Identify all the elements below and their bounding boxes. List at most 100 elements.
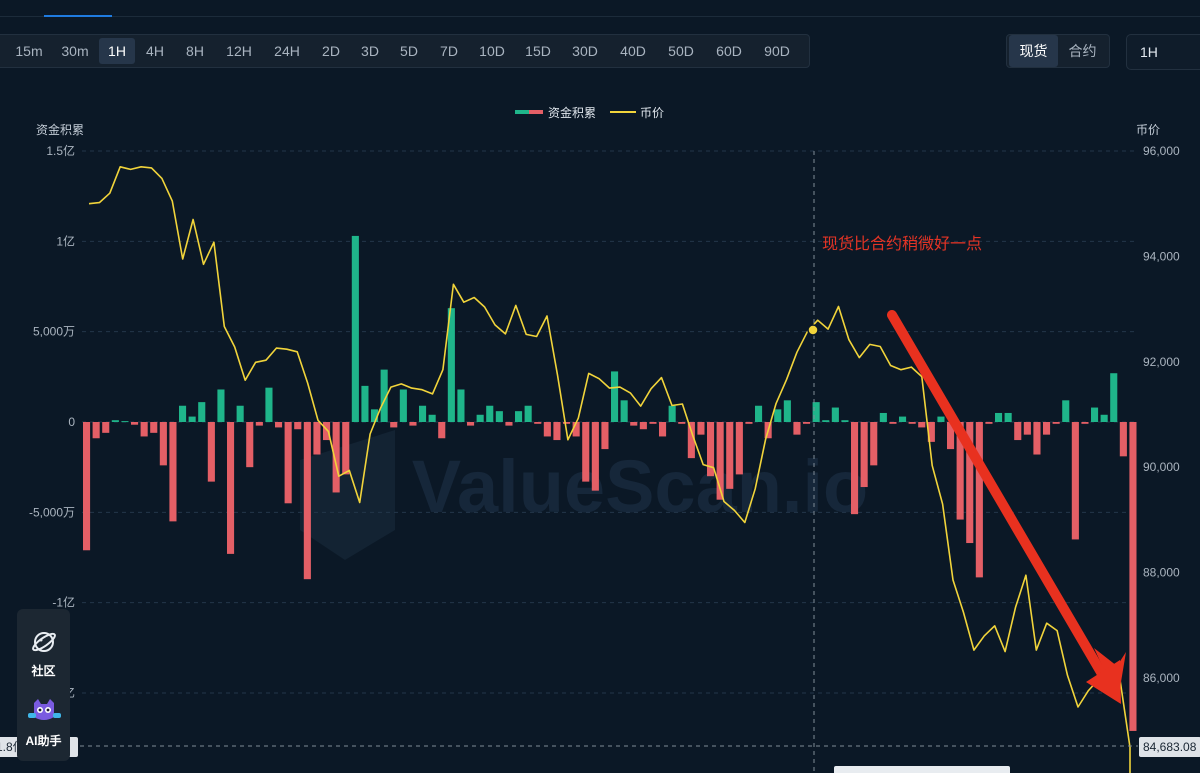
accumulation-bar bbox=[860, 422, 868, 488]
accumulation-bar bbox=[140, 422, 148, 437]
accumulation-bar bbox=[467, 422, 475, 426]
interval-12H[interactable]: 12H bbox=[226, 43, 252, 59]
interval-50D[interactable]: 50D bbox=[668, 43, 694, 59]
accumulation-bar bbox=[236, 405, 244, 422]
interval-30D[interactable]: 30D bbox=[572, 43, 598, 59]
accumulation-bar bbox=[966, 422, 974, 544]
accumulation-bar bbox=[716, 422, 724, 500]
accumulation-bar bbox=[217, 389, 225, 422]
accumulation-bar bbox=[1129, 422, 1137, 731]
top-divider bbox=[0, 16, 1200, 17]
ai-assistant-button[interactable]: AI助手 bbox=[17, 697, 70, 749]
accumulation-bar bbox=[419, 405, 427, 422]
interval-15m[interactable]: 15m bbox=[15, 43, 43, 59]
accumulation-bar bbox=[323, 422, 331, 441]
accumulation-bar bbox=[572, 422, 580, 437]
accumulation-bar bbox=[975, 422, 983, 578]
y-right-tick: 96,000 bbox=[1143, 144, 1180, 158]
interval-90D[interactable]: 90D bbox=[764, 43, 790, 59]
accumulation-bar bbox=[956, 422, 964, 520]
accumulation-bar bbox=[1033, 422, 1041, 455]
accumulation-bar bbox=[1023, 422, 1031, 435]
interval-10D[interactable]: 10D bbox=[479, 43, 505, 59]
accumulation-bar bbox=[1004, 412, 1012, 422]
accumulation-bar bbox=[380, 369, 388, 422]
interval-5D[interactable]: 5D bbox=[400, 43, 418, 59]
accumulation-bar bbox=[92, 422, 100, 439]
accumulation-bar bbox=[265, 387, 273, 422]
accumulation-bar bbox=[495, 411, 503, 422]
interval-30m[interactable]: 30m bbox=[61, 43, 89, 59]
accumulation-bar bbox=[351, 235, 359, 422]
interval-15D[interactable]: 15D bbox=[525, 43, 551, 59]
accumulation-bar bbox=[1043, 422, 1051, 435]
accumulation-bar bbox=[918, 422, 926, 428]
market-spot-button[interactable]: 现货 bbox=[1009, 35, 1058, 67]
accumulation-bar bbox=[275, 422, 283, 428]
accumulation-bar bbox=[735, 422, 743, 475]
accumulation-bar bbox=[803, 422, 811, 424]
accumulation-bar bbox=[831, 407, 839, 422]
accumulation-bar bbox=[620, 400, 628, 422]
accumulation-bar bbox=[284, 422, 292, 504]
legend-swatch-negative bbox=[529, 110, 543, 114]
accumulation-bar bbox=[342, 422, 350, 475]
accumulation-bar bbox=[179, 405, 187, 422]
y-right-tick: 92,000 bbox=[1143, 355, 1180, 369]
watermark-logo bbox=[300, 430, 395, 560]
y-left-tick: 5,000万 bbox=[33, 325, 75, 339]
accumulation-bar bbox=[246, 422, 254, 468]
y-right-tick: 86,000 bbox=[1143, 671, 1180, 685]
planet-icon bbox=[31, 632, 56, 652]
accumulation-bar bbox=[188, 416, 196, 422]
accumulation-bar bbox=[995, 412, 1003, 422]
accumulation-bar bbox=[207, 422, 215, 482]
accumulation-bar bbox=[102, 422, 110, 433]
accumulation-bar bbox=[457, 389, 465, 422]
market-futures-button[interactable]: 合约 bbox=[1068, 43, 1097, 59]
price-label-text: 84,683.08 bbox=[1143, 740, 1197, 754]
legend-price: 币价 bbox=[640, 106, 664, 120]
y-right-axis-title: 币价 bbox=[1136, 123, 1160, 137]
accumulation-bar bbox=[486, 405, 494, 422]
accumulation-bar bbox=[1100, 414, 1108, 422]
accumulation-bar bbox=[755, 405, 763, 422]
community-label: 社区 bbox=[31, 664, 56, 678]
accumulation-bar bbox=[131, 422, 139, 425]
accumulation-bar bbox=[524, 405, 532, 422]
accumulation-bar bbox=[726, 422, 734, 489]
accumulation-bar bbox=[1119, 422, 1127, 457]
period-select[interactable]: 1H bbox=[1126, 34, 1200, 70]
market-type-toggle: 现货 合约 bbox=[1006, 34, 1110, 68]
interval-1H[interactable]: 1H bbox=[99, 38, 135, 64]
interval-40D[interactable]: 40D bbox=[620, 43, 646, 59]
price-line bbox=[88, 166, 1131, 773]
y-left-axis-title: 资金积累 bbox=[36, 122, 84, 137]
accumulation-bar bbox=[198, 402, 206, 422]
accumulation-bar bbox=[303, 422, 311, 580]
accumulation-bar bbox=[361, 385, 369, 422]
interval-4H[interactable]: 4H bbox=[146, 43, 164, 59]
interval-3D[interactable]: 3D bbox=[361, 43, 379, 59]
watermark-text: ValueScan.io bbox=[412, 445, 869, 528]
accumulation-bar bbox=[937, 416, 945, 422]
y-left-tick: 1.5亿 bbox=[46, 143, 75, 158]
interval-24H[interactable]: 24H bbox=[274, 43, 300, 59]
interval-7D[interactable]: 7D bbox=[440, 43, 458, 59]
accumulation-bar bbox=[908, 422, 916, 424]
accumulation-bar bbox=[1052, 422, 1060, 424]
accumulation-bar bbox=[83, 422, 91, 551]
accumulation-bar bbox=[947, 422, 955, 450]
accumulation-bar bbox=[879, 412, 887, 422]
accumulation-bar bbox=[505, 422, 513, 426]
interval-2D[interactable]: 2D bbox=[322, 43, 340, 59]
interval-60D[interactable]: 60D bbox=[716, 43, 742, 59]
ai-assistant-label: AI助手 bbox=[25, 734, 62, 748]
community-button[interactable]: 社区 bbox=[17, 629, 70, 679]
accumulation-bar bbox=[543, 422, 551, 437]
accumulation-bar bbox=[121, 421, 129, 423]
price-label-bg bbox=[1139, 737, 1200, 757]
interval-8H[interactable]: 8H bbox=[186, 43, 204, 59]
annotation-text: 现货比合约稍微好一点 bbox=[822, 235, 982, 253]
